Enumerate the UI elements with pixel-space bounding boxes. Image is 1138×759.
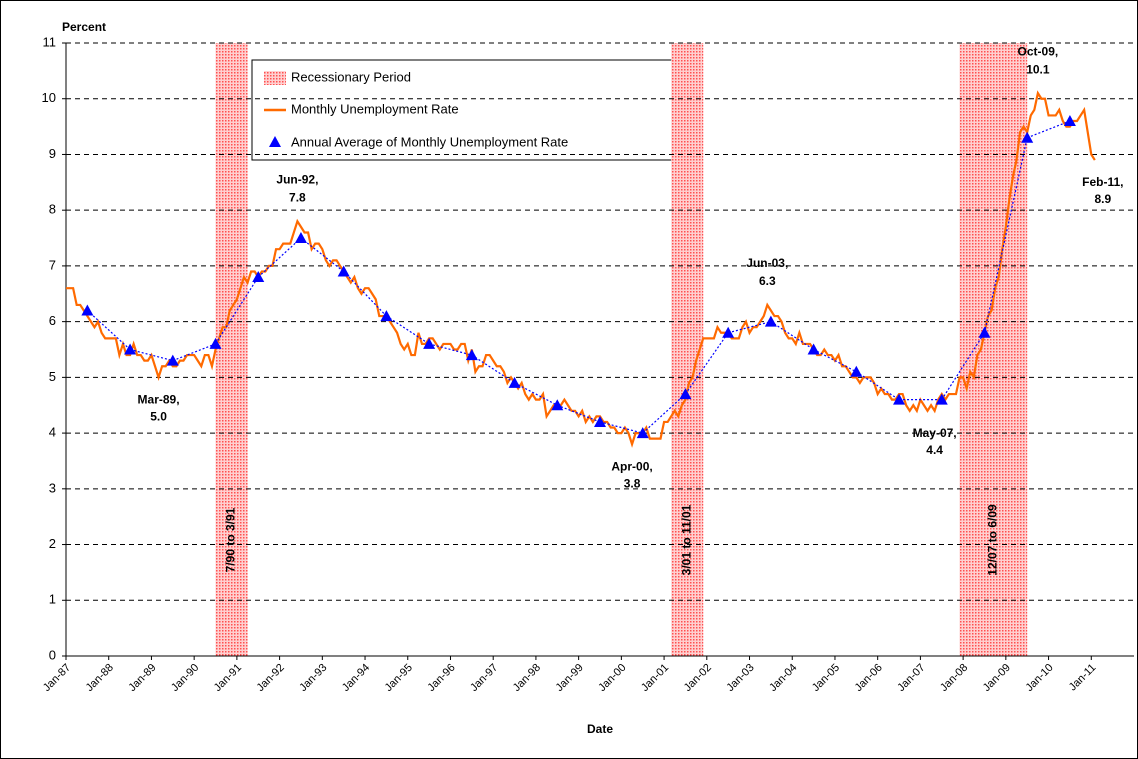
average-connector: [941, 332, 985, 400]
average-connector: [215, 276, 259, 345]
average-marker: [380, 310, 393, 322]
y-tick-label: 6: [49, 313, 56, 328]
annotation-text: Feb-11,: [1082, 175, 1123, 189]
average-connector: [728, 321, 772, 334]
legend: Recessionary Period Monthly Unemployment …: [251, 59, 673, 161]
average-connector: [386, 315, 430, 345]
legend-swatch: [269, 136, 281, 147]
average-marker: [1063, 115, 1076, 127]
average-marker: [337, 265, 350, 277]
average-connector: [471, 354, 515, 384]
average-marker: [636, 427, 649, 439]
average-marker: [465, 349, 478, 361]
average-connector: [770, 321, 814, 351]
average-marker: [594, 415, 606, 427]
annotation-value: 10.1: [1026, 62, 1050, 76]
average-connector: [300, 237, 345, 272]
y-axis-label: Percent: [62, 20, 106, 34]
recession-label: 3/01 to 11/01: [679, 504, 693, 575]
average-marker: [722, 326, 735, 338]
average-connector: [599, 421, 643, 434]
recession-band: [215, 43, 248, 656]
y-tick-label: 2: [49, 536, 56, 551]
average-marker: [81, 304, 94, 316]
legend-label: Monthly Unemployment Rate: [291, 101, 459, 116]
y-tick-label: 10: [42, 90, 56, 105]
annotation-value: 6.3: [759, 274, 776, 288]
x-axis-label: Date: [587, 722, 613, 736]
y-tick-label: 0: [49, 647, 56, 662]
average-marker: [807, 343, 820, 355]
average-marker: [764, 315, 777, 327]
annotation-value: 8.9: [1094, 192, 1111, 206]
average-marker: [850, 365, 863, 377]
legend-box: [251, 59, 673, 161]
average-marker: [252, 271, 265, 283]
average-marker: [166, 354, 179, 366]
average-marker: [1021, 131, 1034, 143]
average-marker: [893, 393, 906, 405]
y-tick-label: 7: [49, 257, 56, 272]
average-marker: [679, 388, 692, 400]
recession-band: [671, 43, 704, 656]
average-connector: [642, 393, 686, 434]
y-tick-label: 5: [49, 369, 56, 384]
annotation-text: Jun-92,: [276, 172, 318, 186]
average-marker: [423, 337, 436, 349]
annotation-text: Jun-03,: [746, 256, 788, 270]
annotation-value: 7.8: [289, 190, 306, 204]
annotation-value: 4.4: [926, 443, 943, 457]
y-tick-label: 3: [49, 480, 56, 495]
average-connector: [983, 137, 1028, 333]
annotation-value: 5.0: [150, 410, 167, 424]
annotation-value: 3.8: [624, 476, 641, 490]
average-marker: [209, 337, 222, 349]
average-marker: [978, 326, 991, 338]
legend-label: Recessionary Period: [291, 69, 411, 84]
average-connector: [684, 332, 729, 395]
annotation-text: May-07,: [913, 426, 957, 440]
average-marker: [935, 393, 948, 405]
annotation-text: Mar-89,: [138, 393, 180, 407]
average-connector: [514, 382, 558, 406]
average-marker: [551, 399, 564, 411]
y-tick-label: 1: [49, 592, 56, 607]
average-marker: [294, 232, 307, 244]
y-tick-label: 9: [49, 146, 56, 161]
average-marker: [508, 376, 521, 388]
recession-label: 12/07 to 6/09: [986, 504, 1000, 576]
average-connector: [813, 348, 857, 373]
average-connector: [86, 310, 131, 350]
average-connector: [129, 348, 173, 362]
recession-band: [959, 43, 1028, 656]
y-tick-label: 11: [43, 34, 57, 49]
recession-label: 7/90 to 3/91: [224, 507, 238, 572]
legend-label: Annual Average of Monthly Unemployment R…: [291, 134, 568, 149]
y-tick-label: 8: [49, 202, 56, 217]
average-connector: [257, 237, 302, 278]
line: [66, 90, 1096, 448]
y-tick-label: 4: [49, 425, 56, 440]
average-connector: [428, 343, 472, 356]
legend-swatch: [264, 71, 286, 85]
annotation-text: Oct-09,: [1018, 44, 1059, 58]
average-connector: [855, 371, 900, 401]
average-marker: [124, 343, 137, 355]
annotation-text: Apr-00,: [611, 459, 652, 473]
